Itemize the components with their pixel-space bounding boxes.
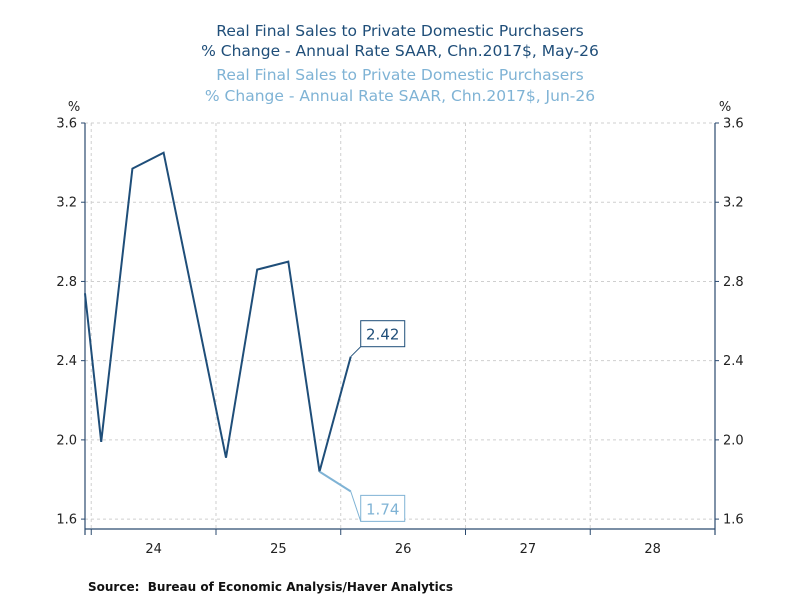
data-label-2: 1.74 [366,500,399,518]
x-tick-label-0: 24 [145,542,162,557]
y-axis-ticks: 1.6 1.6 2.0 2.0 2.4 2.4 2.8 2.8 3.2 3.2 3.6 3.6 [56,117,743,528]
x-tick-label-3: 27 [520,542,537,557]
data-label-leader-1 [350,346,362,358]
y-tick-label-left-4: 3.2 [56,196,77,211]
y-axis-unit-right: % [719,100,731,115]
title-line-1: Real Final Sales to Private Domestic Pur… [216,22,583,40]
data-label-box-2 [360,494,406,522]
y-tick-label-right-1: 2.0 [723,433,744,448]
series-line-2 [318,470,352,493]
data-labels: 2.42 1.74 [350,320,406,522]
y-axis-unit-left: % [68,100,80,115]
x-tick-label-2: 26 [395,542,412,557]
chart-title: Real Final Sales to Private Domestic Pur… [201,22,599,105]
y-tick-label-left-3: 2.8 [56,275,77,290]
y-tick-label-left-5: 3.6 [56,117,77,132]
y-tick-label-right-5: 3.6 [723,117,744,132]
y-tick-label-left-2: 2.4 [56,354,77,369]
x-tick-label-1: 25 [270,542,287,557]
data-label-leader-2 [350,491,362,522]
x-tick-label-4: 28 [644,542,661,557]
source-note: Source: Bureau of Economic Analysis/Have… [88,580,454,594]
data-label-1: 2.42 [366,326,399,344]
title-line-2: % Change - Annual Rate SAAR, Chn.2017$, … [201,42,599,60]
x-axis-ticks: 24 25 26 27 28 [90,529,716,557]
title-line-3: Real Final Sales to Private Domestic Pur… [216,66,583,84]
y-tick-label-right-0: 1.6 [723,513,744,528]
y-tick-label-right-3: 2.8 [723,275,744,290]
y-tick-label-left-1: 2.0 [56,433,77,448]
y-tick-label-left-0: 1.6 [56,513,77,528]
y-tick-label-right-4: 3.2 [723,196,744,211]
title-line-4: % Change - Annual Rate SAAR, Chn.2017$, … [205,87,595,105]
y-tick-label-right-2: 2.4 [723,354,744,369]
series-lines [84,151,352,493]
data-label-box-1 [360,320,406,348]
series-line-1 [84,151,352,472]
axes [84,123,716,535]
